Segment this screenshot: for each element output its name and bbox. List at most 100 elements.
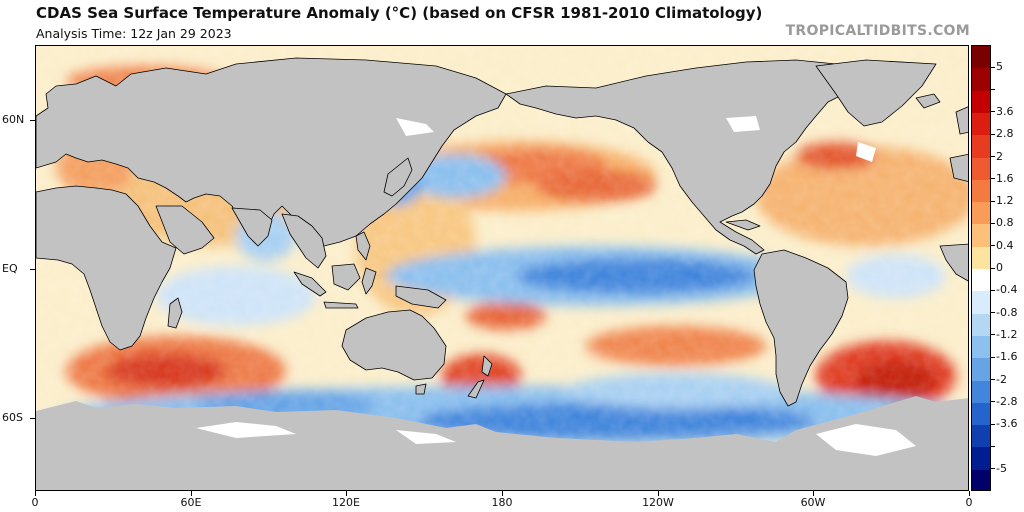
colorbar-label: 3.6 — [996, 104, 1014, 118]
brand-watermark[interactable]: TROPICALTIDBITS.COM — [785, 23, 970, 39]
colorbar-tick — [991, 334, 995, 336]
borneo-land — [331, 263, 361, 291]
x-tick-mark — [657, 491, 659, 496]
southeast-asia-land — [281, 213, 327, 269]
antarctica-land — [36, 396, 968, 490]
philippines-land — [355, 231, 371, 261]
colorbar-label: -2.8 — [996, 394, 1018, 408]
colorbar-tick — [991, 379, 995, 380]
new-zealand-land — [467, 355, 493, 399]
x-tick-label: 60E — [180, 496, 202, 509]
x-tick-mark — [968, 491, 970, 496]
x-tick-mark — [345, 491, 347, 496]
west-africa-right-land — [939, 243, 968, 282]
x-tick-mark — [34, 491, 36, 496]
colorbar-segment — [972, 68, 990, 92]
x-tick-label: 120E — [332, 496, 360, 509]
sulawesi-land — [361, 267, 377, 295]
map-title: CDAS Sea Surface Temperature Anomaly (°C… — [36, 4, 763, 22]
colorbar-tick — [991, 156, 995, 157]
colorbar-segment — [972, 46, 990, 69]
java-land — [323, 301, 359, 309]
colorbar-tick — [991, 289, 995, 291]
colorbar-tick — [991, 312, 995, 314]
x-tick-mark — [501, 491, 503, 496]
analysis-time: Analysis Time: 12z Jan 29 2023 — [36, 26, 232, 41]
colorbar-segment — [972, 380, 990, 404]
colorbar-segment — [972, 313, 990, 337]
colorbar-label: 1.2 — [996, 194, 1014, 208]
colorbar-segment — [972, 202, 990, 225]
colorbar-label: -1.6 — [996, 350, 1018, 364]
colorbar-tick — [991, 445, 995, 447]
land-masses — [36, 57, 968, 407]
colorbar-label: -3.6 — [996, 417, 1018, 431]
y-tick-mark — [30, 119, 35, 121]
colorbar-label: 0 — [996, 261, 1003, 274]
colorbar-segment — [972, 269, 990, 292]
colorbar-label: 0.8 — [996, 216, 1014, 230]
y-tick-label: 60S — [2, 411, 23, 424]
colorbar-tick — [991, 245, 995, 247]
x-tick-label: 120W — [642, 496, 674, 509]
iceland-land — [915, 93, 941, 109]
x-tick-mark — [812, 491, 814, 496]
colorbar-segment — [972, 246, 990, 270]
africa-land — [36, 185, 177, 351]
colorbar-tick — [991, 111, 995, 113]
y-tick-label: EQ — [2, 262, 18, 275]
colorbar-segment — [972, 291, 990, 315]
colorbar-tick — [991, 423, 995, 425]
colorbar-segment — [972, 358, 990, 382]
colorbar-label: -0.8 — [996, 305, 1018, 319]
colorbar-label: -2 — [996, 372, 1007, 386]
colorbar-tick — [991, 267, 995, 269]
colorbar-label: -0.4 — [996, 283, 1018, 297]
y-tick-mark — [30, 268, 35, 270]
colorbar-segment — [972, 335, 990, 359]
greenland-land — [815, 59, 937, 127]
cuba-land — [725, 219, 761, 231]
colorbar-segment — [972, 179, 990, 203]
sst-anomaly-map[interactable] — [35, 45, 969, 491]
colorbar-tick — [991, 468, 995, 470]
colorbar-segment — [972, 135, 990, 159]
map-canvas — [36, 46, 968, 490]
colorbar-segment — [972, 469, 990, 490]
eurasia-land — [36, 57, 507, 247]
colorbar-label: -5 — [996, 461, 1007, 475]
x-tick-label: 60W — [800, 496, 826, 509]
colorbar-tick — [991, 178, 995, 180]
sumatra-land — [293, 271, 327, 297]
colorbar-label: 5 — [996, 60, 1003, 74]
colorbar-tick — [991, 66, 995, 68]
uk-land — [955, 106, 968, 135]
x-tick-label: 180 — [491, 496, 513, 509]
x-tick-mark — [190, 491, 192, 496]
colorbar-label: -1.2 — [996, 327, 1018, 341]
colorbar-segment — [972, 112, 990, 136]
colorbar-tick — [991, 133, 995, 135]
colorbar-label: 0.4 — [996, 238, 1014, 252]
colorbar-segment — [972, 425, 990, 448]
y-tick-mark — [30, 417, 35, 419]
arctic-ice — [396, 116, 876, 162]
new-guinea-land — [395, 285, 447, 309]
colorbar-tick — [991, 89, 995, 91]
india-land — [231, 207, 273, 247]
colorbar-tick — [991, 401, 995, 403]
x-tick-label: 0 — [31, 496, 39, 509]
japan-land — [383, 157, 413, 197]
colorbar-segment — [972, 90, 990, 114]
south-america-land — [753, 249, 849, 407]
colorbar-tick — [991, 200, 995, 202]
colorbar-label: 1.6 — [996, 171, 1014, 185]
australia-land — [341, 309, 447, 381]
colorbar-segment — [972, 402, 990, 426]
x-tick-label: 0 — [965, 496, 973, 509]
colorbar-label: 2 — [996, 149, 1003, 163]
colorbar-segment — [972, 157, 990, 181]
colorbar — [971, 45, 991, 491]
colorbar-segment — [972, 224, 990, 248]
colorbar-segment — [972, 447, 990, 471]
